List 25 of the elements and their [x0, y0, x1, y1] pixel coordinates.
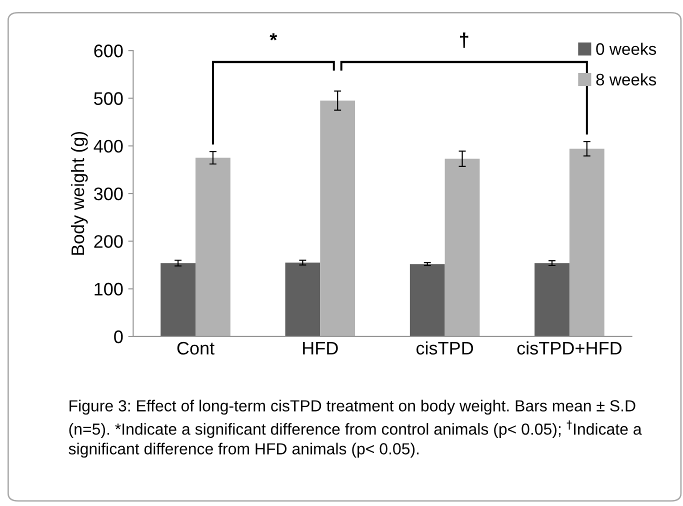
bar: [444, 158, 480, 336]
legend-label: 0 weeks: [596, 42, 656, 55]
y-tick-label: 100: [94, 282, 123, 296]
y-tick-label: 600: [94, 44, 123, 58]
y-tick-label: 400: [94, 140, 123, 153]
x-tick-label: cisTPD: [416, 341, 474, 355]
bar: [569, 148, 604, 336]
bar: [320, 100, 356, 336]
bar: [196, 158, 230, 336]
y-tick-label: 0: [114, 330, 123, 344]
text: Figure 3: Effect of long-term cisTPD treatment on body weight. Bars mean ± S.D (n=5). *Indicate a significant difference from control animals (p< 0.05); $^{†}$Indicate a significant difference from HFD animals (p< 0.05).: [68, 400, 642, 458]
x-tick-label: HFD: [303, 342, 338, 354]
text: *: [270, 33, 278, 40]
bar: [285, 262, 320, 336]
bar: [160, 263, 196, 336]
x-tick-label: cisTPD+HFD: [517, 341, 622, 355]
legend-label: 8 weeks: [596, 73, 656, 86]
y-tick-label: 500: [94, 92, 123, 105]
y-tick-label: 300: [94, 187, 123, 200]
bar: [410, 264, 445, 336]
y-tick-label: 200: [94, 235, 123, 248]
text: †: [460, 32, 468, 48]
x-tick-label: Cont: [177, 342, 214, 355]
y-axis-title: Body weight (g): [70, 132, 88, 255]
bar: [534, 263, 570, 336]
